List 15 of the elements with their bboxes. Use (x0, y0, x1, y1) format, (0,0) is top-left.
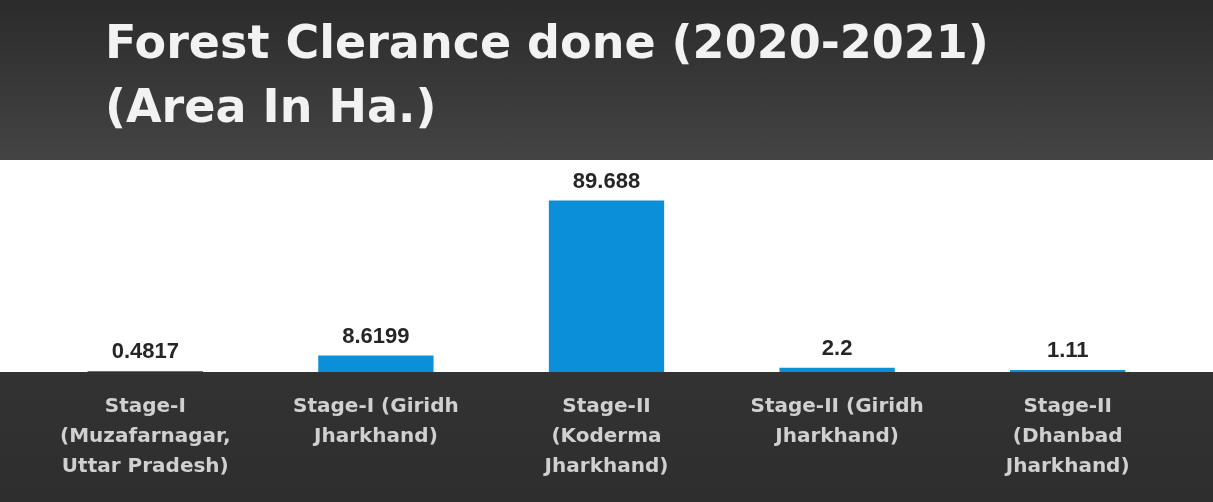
x-tick-label: Stage-I (Giridh Jharkhand) (293, 393, 459, 448)
x-tick-label: Stage-II (Giridh Jharkhand) (750, 393, 924, 448)
bar (779, 367, 895, 372)
bar (318, 355, 434, 372)
data-label: 1.11 (1046, 336, 1089, 362)
bar (548, 200, 665, 372)
x-tick-label: Stage-II (Koderma Jharkhand) (542, 393, 669, 478)
x-tick-label: Stage-II (Dhanbad Jharkhand) (1003, 393, 1130, 478)
data-label: 2.2 (821, 334, 853, 360)
data-label: 0.4817 (111, 338, 179, 364)
data-label: 8.6199 (342, 322, 410, 348)
x-tick-label: Stage-I (Muzafarnagar, Uttar Pradesh) (60, 393, 231, 478)
chart-title: Forest Clerance done (2020-2021) (Area In Ha.) (105, 14, 990, 135)
bar (1010, 369, 1126, 372)
data-label: 89.688 (572, 167, 641, 193)
